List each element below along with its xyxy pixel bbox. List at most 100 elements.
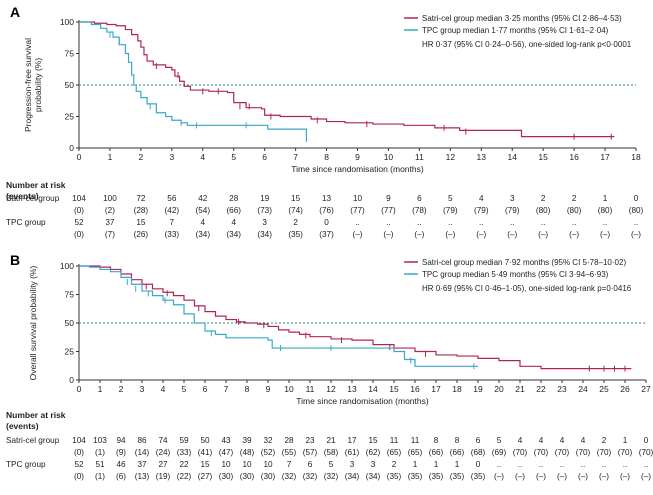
risk-events-A: (34) <box>195 230 210 239</box>
risk-at-risk-A: 28 <box>229 194 239 203</box>
risk-at-risk-B: 6 <box>308 460 313 469</box>
x-tick-label-A: 16 <box>569 152 579 162</box>
risk-at-risk-B: 43 <box>221 436 231 445</box>
risk-at-risk-A: 52 <box>74 218 84 227</box>
risk-events-A: (–) <box>569 230 579 239</box>
risk-at-risk-A: 13 <box>322 194 332 203</box>
risk-at-risk-B: 4 <box>560 436 565 445</box>
risk-at-risk-A: 0 <box>634 194 639 203</box>
x-tick-label-A: 15 <box>538 152 548 162</box>
risk-at-risk-B: 11 <box>411 436 420 445</box>
risk-at-risk-A: .. <box>355 218 360 227</box>
risk-at-risk-B: 10 <box>242 460 252 469</box>
risk-at-risk-B: 50 <box>200 436 210 445</box>
y-tick-label-B: 75 <box>65 290 75 300</box>
x-tick-label-B: 4 <box>161 384 166 394</box>
x-tick-label-A: 2 <box>139 152 144 162</box>
risk-events-B: (32) <box>282 472 297 481</box>
risk-at-risk-B: 103 <box>93 436 107 445</box>
risk-events-B: (61) <box>345 448 360 457</box>
risk-at-risk-B: 32 <box>263 436 273 445</box>
risk-at-risk-A: 37 <box>105 218 115 227</box>
risk-events-B: (30) <box>261 472 276 481</box>
risk-events-A: (–) <box>538 230 548 239</box>
risk-events-B: (70) <box>513 448 528 457</box>
risk-events-A: (77) <box>350 206 365 215</box>
y-tick-label-B: 25 <box>65 347 75 357</box>
risk-events-A: (34) <box>257 230 272 239</box>
risk-at-risk-B: 8 <box>455 436 460 445</box>
risk-row-label-B: Satri-cel group <box>6 436 60 445</box>
risk-at-risk-B: 15 <box>368 436 378 445</box>
x-tick-label-A: 12 <box>446 152 456 162</box>
x-tick-label-B: 11 <box>306 384 315 394</box>
risk-events-B: (70) <box>534 448 549 457</box>
x-tick-label-B: 3 <box>140 384 145 394</box>
risk-at-risk-A: .. <box>603 218 608 227</box>
x-tick-label-B: 20 <box>494 384 504 394</box>
risk-at-risk-A: 6 <box>417 194 422 203</box>
risk-events-B: (13) <box>135 472 150 481</box>
risk-events-B: (35) <box>471 472 486 481</box>
risk-events-A: (79) <box>474 206 489 215</box>
risk-at-risk-A: 42 <box>198 194 208 203</box>
risk-events-A: (–) <box>507 230 517 239</box>
x-tick-label-B: 21 <box>515 384 525 394</box>
risk-at-risk-B: 8 <box>434 436 439 445</box>
x-tick-label-A: 11 <box>415 152 424 162</box>
risk-at-risk-B: 10 <box>221 460 231 469</box>
risk-at-risk-B: 6 <box>476 436 481 445</box>
risk-events-B: (30) <box>240 472 255 481</box>
x-tick-label-B: 19 <box>473 384 483 394</box>
x-tick-label-B: 0 <box>77 384 82 394</box>
risk-at-risk-B: 10 <box>263 460 273 469</box>
risk-events-A: (80) <box>629 206 644 215</box>
risk-events-A: (80) <box>536 206 551 215</box>
risk-events-B: (24) <box>156 448 171 457</box>
risk-at-risk-B: 86 <box>137 436 147 445</box>
risk-at-risk-A: 2 <box>541 194 546 203</box>
risk-events-B: (48) <box>240 448 255 457</box>
risk-events-A: (–) <box>631 230 641 239</box>
risk-events-B: (70) <box>597 448 612 457</box>
x-tick-label-B: 16 <box>410 384 420 394</box>
y-axis-label-line: Overall survival probability (%) <box>28 265 38 380</box>
risk-at-risk-A: .. <box>634 218 639 227</box>
risk-at-risk-B: 51 <box>95 460 105 469</box>
risk-events-B: (34) <box>345 472 360 481</box>
risk-events-B: (41) <box>198 448 213 457</box>
risk-at-risk-A: 15 <box>136 218 146 227</box>
risk-events-B: (70) <box>555 448 570 457</box>
risk-events-B: (1) <box>95 472 105 481</box>
risk-events-B: (35) <box>387 472 402 481</box>
risk-events-B: (–) <box>641 472 651 481</box>
risk-at-risk-B: 11 <box>390 436 399 445</box>
risk-events-A: (28) <box>134 206 149 215</box>
x-tick-label-B: 6 <box>203 384 208 394</box>
x-tick-label-A: 13 <box>477 152 487 162</box>
risk-events-A: (26) <box>134 230 149 239</box>
risk-at-risk-B: .. <box>539 460 544 469</box>
risk-events-A: (78) <box>412 206 427 215</box>
risk-events-B: (35) <box>429 472 444 481</box>
risk-at-risk-B: .. <box>560 460 565 469</box>
risk-at-risk-B: 7 <box>287 460 292 469</box>
x-tick-label-A: 14 <box>507 152 517 162</box>
risk-events-B: (66) <box>429 448 444 457</box>
x-tick-label-A: 10 <box>384 152 394 162</box>
x-tick-label-B: 7 <box>224 384 229 394</box>
risk-row-label-A: Satri-cel group <box>6 194 60 203</box>
hr-annotation-B: HR 0·69 (95% CI 0·46–1·05), one-sided lo… <box>422 284 632 293</box>
risk-at-risk-B: 1 <box>455 460 460 469</box>
x-tick-label-B: 25 <box>599 384 609 394</box>
risk-at-risk-A: .. <box>386 218 391 227</box>
risk-events-B: (0) <box>74 472 84 481</box>
risk-at-risk-A: 4 <box>479 194 484 203</box>
risk-at-risk-B: 3 <box>350 460 355 469</box>
risk-events-A: (42) <box>165 206 180 215</box>
risk-events-B: (–) <box>494 472 504 481</box>
risk-at-risk-B: 4 <box>518 436 523 445</box>
risk-events-A: (34) <box>226 230 241 239</box>
risk-at-risk-A: 3 <box>510 194 515 203</box>
